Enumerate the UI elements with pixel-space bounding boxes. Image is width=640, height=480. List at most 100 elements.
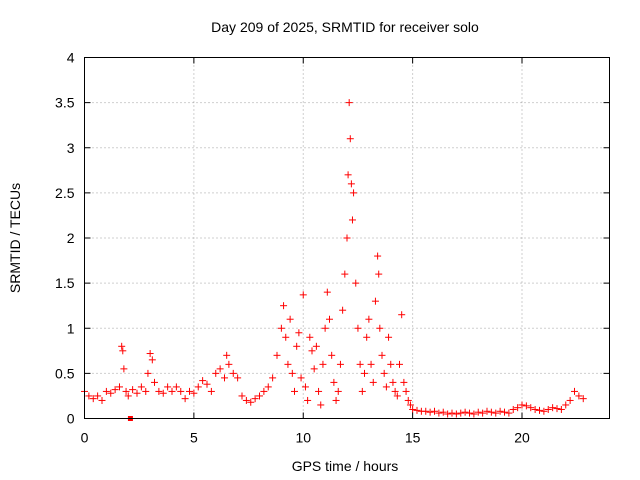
data-point [186, 387, 193, 395]
data-point [457, 409, 465, 417]
data-point [312, 342, 320, 350]
data-point [269, 374, 277, 382]
data-point [203, 380, 211, 388]
data-point [317, 401, 325, 409]
y-tick-label: 4 [67, 50, 75, 66]
x-axis-label: GPS time / hours [292, 458, 399, 474]
data-point [238, 392, 246, 400]
data-point [181, 395, 189, 403]
data-point [413, 406, 421, 414]
data-point [190, 389, 198, 397]
data-point [518, 401, 526, 409]
data-point [540, 407, 548, 415]
tick-labels: 0 0.5 1 1.5 2 2.5 3 3.5 4 0 5 10 15 20 [55, 50, 530, 446]
data-point [129, 386, 137, 394]
data-point [297, 374, 305, 382]
data-point [264, 383, 272, 391]
data-point [111, 386, 119, 394]
data-point [334, 387, 342, 395]
data-point [367, 360, 375, 368]
data-point [514, 404, 522, 412]
data-point [448, 409, 456, 417]
data-point [144, 369, 152, 377]
data-point [483, 407, 491, 415]
data-point [301, 383, 309, 391]
data-point [356, 360, 364, 368]
data-point [571, 387, 578, 395]
gridlines [84, 57, 610, 419]
data-point [479, 409, 487, 417]
data-point [116, 383, 123, 391]
data-point [536, 406, 543, 414]
data-point [341, 270, 349, 278]
y-tick-label: 3 [67, 140, 75, 156]
data-point [148, 356, 156, 364]
data-point [346, 135, 354, 143]
data-point [466, 409, 473, 417]
data-points [81, 99, 587, 421]
data-point [474, 408, 482, 416]
data-point [439, 408, 447, 416]
data-point [400, 378, 408, 386]
data-point [374, 252, 382, 260]
data-point [293, 342, 301, 350]
data-point [391, 387, 399, 395]
data-point [382, 383, 390, 391]
data-point [172, 383, 180, 391]
data-point [251, 395, 259, 403]
data-point [387, 360, 395, 368]
data-point [363, 333, 371, 341]
data-point [444, 410, 452, 418]
data-point [562, 401, 570, 409]
data-point [393, 392, 401, 400]
data-point [345, 99, 353, 107]
data-point [435, 409, 443, 417]
data-point [207, 387, 215, 395]
data-point [319, 360, 327, 368]
data-point [332, 396, 340, 404]
data-point [164, 383, 172, 391]
y-tick-label: 0 [67, 411, 75, 427]
data-point [142, 387, 150, 395]
data-point [286, 315, 294, 323]
data-point [328, 351, 336, 359]
data-point [509, 405, 517, 413]
data-point [566, 396, 574, 404]
data-point [470, 410, 478, 418]
data-point [223, 351, 231, 359]
data-point [376, 324, 384, 332]
data-point [242, 396, 250, 404]
data-point [304, 396, 312, 404]
data-point [553, 405, 561, 413]
data-point [151, 378, 158, 386]
data-point [422, 407, 430, 415]
data-point [247, 398, 255, 406]
data-point [426, 408, 434, 416]
data-point [282, 333, 290, 341]
data-point [137, 383, 145, 391]
y-axis-label: SRMTID / TECUs [7, 183, 23, 293]
x-tick-label: 0 [81, 430, 89, 446]
data-point [492, 409, 500, 417]
data-point [402, 387, 410, 395]
data-point [375, 270, 383, 278]
data-point [94, 392, 102, 400]
data-point [544, 405, 552, 413]
data-point [212, 369, 220, 377]
data-point [102, 387, 110, 395]
data-point [575, 392, 583, 400]
data-point [527, 404, 535, 412]
data-point [199, 377, 207, 385]
data-point [501, 408, 508, 416]
data-point [461, 408, 469, 416]
data-point [119, 347, 127, 355]
data-point [133, 389, 141, 397]
data-point [358, 387, 366, 395]
data-point [361, 369, 368, 377]
y-tick-label: 0.5 [55, 365, 75, 381]
data-point [431, 407, 438, 415]
data-point [348, 216, 356, 224]
y-tick-label: 3.5 [55, 95, 75, 111]
y-tick-label: 1.5 [55, 275, 75, 291]
data-point [280, 302, 288, 310]
